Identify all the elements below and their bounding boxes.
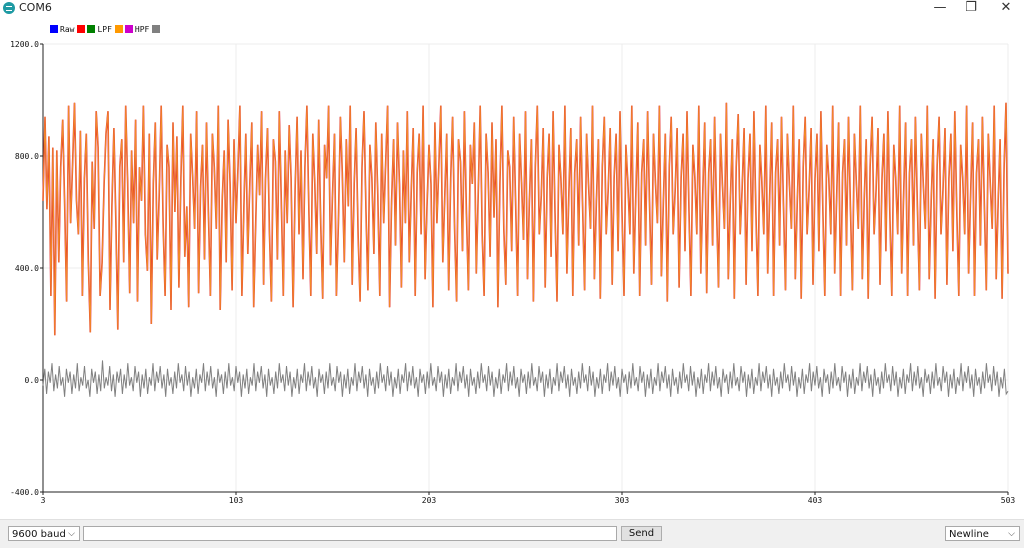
minimize-button[interactable]: — bbox=[933, 0, 947, 15]
x-tick-label: 203 bbox=[422, 496, 437, 505]
y-tick-label: -400.0 bbox=[10, 488, 39, 497]
x-tick-label: 303 bbox=[615, 496, 630, 505]
x-tick-label: 3 bbox=[41, 496, 46, 505]
legend-swatch-orange bbox=[114, 25, 123, 33]
baud-rate-value: 9600 baud bbox=[12, 529, 66, 540]
restore-button[interactable]: ❐ bbox=[965, 0, 977, 15]
series-line-hpf bbox=[42, 360, 1009, 397]
title-bar: COM6 — ❐ ✕ bbox=[0, 0, 1024, 17]
x-tick-label: 103 bbox=[229, 496, 244, 505]
legend-label-raw: Raw bbox=[60, 24, 75, 34]
close-button[interactable]: ✕ bbox=[1000, 0, 1012, 15]
y-tick-label: 400.0 bbox=[15, 264, 39, 273]
serial-plotter-chart: 1200.0 800.0 400.0 0.0 -400.03 103 203 303 403 50… bbox=[10, 40, 1016, 505]
legend-swatch-red bbox=[77, 25, 86, 33]
arduino-app-icon bbox=[3, 2, 15, 14]
y-tick-label: 1200.0 bbox=[10, 40, 39, 49]
legend-swatch-gray bbox=[152, 25, 161, 33]
legend-swatch-green bbox=[87, 25, 96, 33]
legend-label-hpf: HPF bbox=[134, 24, 150, 34]
x-tick-label: 503 bbox=[1001, 496, 1016, 505]
window-title: COM6 bbox=[19, 1, 52, 14]
send-button[interactable]: Send bbox=[621, 526, 662, 541]
line-ending-value: Newline bbox=[949, 529, 989, 540]
legend-swatch-magenta bbox=[124, 25, 133, 33]
line-ending-select[interactable]: Newline ⌵ bbox=[945, 526, 1020, 541]
chevron-down-icon: ⌵ bbox=[1008, 529, 1015, 539]
x-tick-label: 403 bbox=[808, 496, 823, 505]
chevron-down-icon: ⌵ bbox=[68, 529, 75, 539]
baud-rate-select[interactable]: 9600 baud ⌵ bbox=[8, 526, 80, 541]
serial-send-input[interactable] bbox=[83, 526, 617, 541]
legend-label-lpf: LPF bbox=[97, 24, 112, 34]
chart-legend: Raw LPF HPF bbox=[50, 23, 162, 35]
series-line-lpf bbox=[42, 102, 1009, 336]
y-tick-label: 0.0 bbox=[25, 376, 40, 385]
y-tick-label: 800.0 bbox=[15, 152, 39, 161]
legend-swatch-raw bbox=[50, 25, 58, 33]
